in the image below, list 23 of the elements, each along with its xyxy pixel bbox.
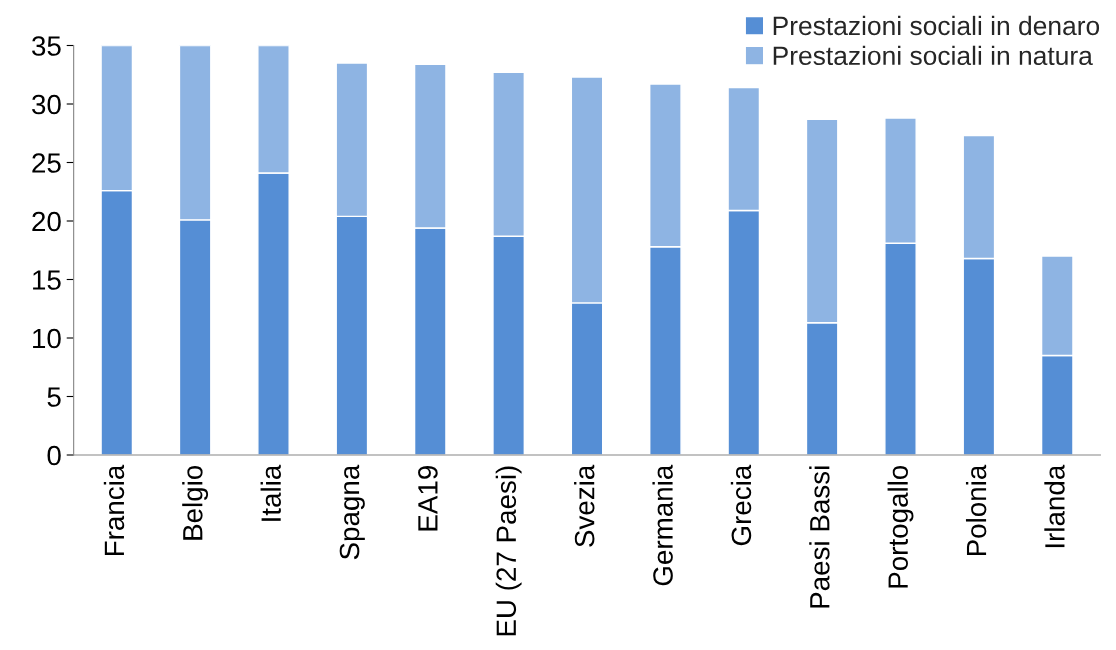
x-tick-label: Svezia [574,464,595,547]
x-tick-label: Grecia [730,464,752,546]
x-tick-label: Belgio [182,465,209,540]
y-tick-label: 0 [47,445,61,466]
x-tick-label: Italia [260,464,281,521]
y-tick-label: 35 [32,36,61,56]
x-tick-label: Germania [652,464,673,586]
legend-label: Prestazioni sociali in natura [773,45,1093,66]
y-tick-label: 10 [33,328,61,349]
y-tick-label: 5 [47,387,61,407]
x-tick-label: EA19 [418,466,438,531]
x-tick-label: Spagna [339,464,365,560]
y-tick-label: 15 [33,270,61,290]
x-tick-label: EU (27 Paesi) [495,466,522,636]
x-tick-label: Irlanda [1044,464,1065,548]
x-tick-label: Portogallo [887,465,914,588]
x-tick-label: Francia [103,464,125,556]
x-tick-label: Polonia [965,464,987,556]
y-tick-label: 25 [32,153,61,173]
y-tick-label: 20 [32,211,61,232]
x-tick-label: Paesi Bassi [809,466,830,608]
legend-label: Prestazioni sociali in denaro [773,15,1100,36]
y-tick-label: 30 [32,94,61,115]
